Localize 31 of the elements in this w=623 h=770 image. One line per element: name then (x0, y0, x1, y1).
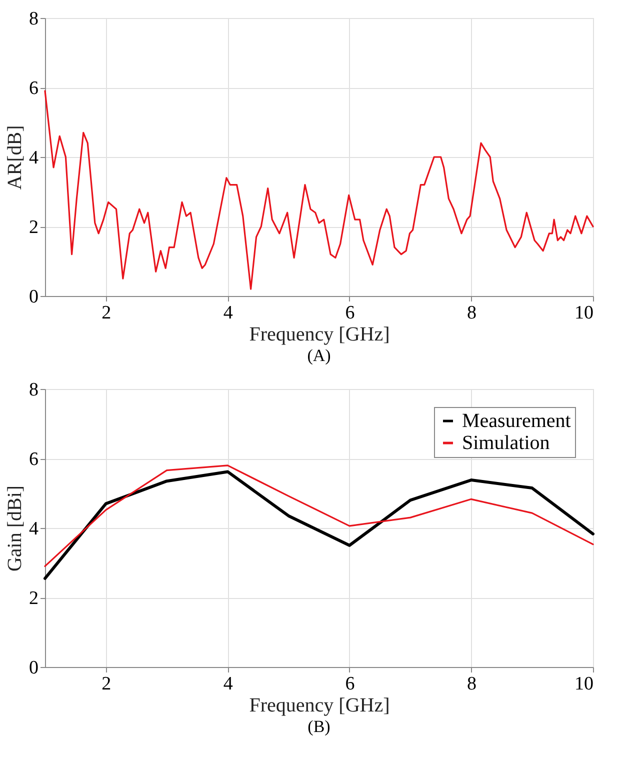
x-tick-label: 6 (345, 674, 355, 694)
line-series (44, 90, 594, 290)
y-axis-title: Gain [dBi] (4, 485, 26, 572)
x-tick-label: 8 (466, 302, 476, 324)
legend-label: Simulation (462, 432, 550, 454)
legend-label: Measurement (462, 410, 572, 432)
x-axis-title: Frequency [GHz] (249, 324, 390, 346)
y-tick-label: 8 (29, 8, 38, 30)
text: (B) (308, 717, 330, 736)
x-tick-label: 2 (102, 302, 112, 324)
y-tick-label: 0 (29, 658, 38, 678)
x-tick-label: 10 (574, 674, 594, 694)
x-axis-title: Frequency [GHz] (249, 694, 390, 716)
y-tick-label: 6 (29, 78, 38, 99)
x-tick-label: 10 (574, 302, 594, 324)
x-tick-label: 4 (223, 302, 234, 324)
y-tick-label: 0 (29, 286, 38, 308)
y-tick-label: 8 (29, 380, 38, 400)
x-tick-label: 8 (466, 674, 476, 694)
y-tick-label: 6 (29, 449, 38, 470)
x-tick-label: 2 (102, 674, 112, 694)
y-tick-label: 4 (29, 518, 39, 540)
y-axis-title: AR[dB] (4, 125, 26, 190)
y-tick-label: 4 (29, 148, 39, 168)
x-tick-label: 6 (345, 302, 355, 324)
y-tick-label: 2 (29, 217, 38, 238)
line-series (44, 470, 594, 580)
x-tick-label: 4 (223, 674, 234, 694)
text: (A) (307, 346, 331, 365)
y-tick-label: 2 (29, 588, 38, 609)
line-series (44, 464, 594, 568)
